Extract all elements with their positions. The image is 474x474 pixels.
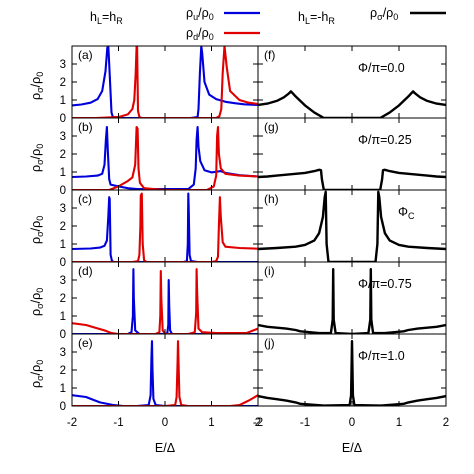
y-axis-label-d: ρσ/ρ0	[29, 288, 45, 316]
panel-annotation-g: Φ/π=0.25	[358, 133, 412, 147]
series-line-d-down	[72, 268, 258, 334]
panel-frame-f	[257, 45, 447, 119]
panel-frame-g	[257, 117, 447, 191]
y-tick-label: 0	[60, 257, 66, 269]
series-line-f-sigma	[258, 90, 446, 118]
series-line-g-sigma	[258, 168, 446, 190]
series-line-a-down	[72, 46, 258, 118]
left-condition-label: hL=hR	[90, 10, 123, 26]
y-tick-label: 1	[60, 311, 66, 323]
y-tick-label: 1	[60, 239, 66, 251]
panel-label-e: (e)	[78, 336, 93, 350]
panel-label-d: (d)	[78, 264, 93, 278]
legend-sigma-label: ρσ/ρ0	[370, 6, 398, 22]
y-tick-label: 3	[60, 203, 66, 215]
panel-g: (g) Φ/π=0.25	[257, 117, 447, 191]
panel-label-h: (h)	[264, 192, 279, 206]
x-tick-label: -1	[300, 417, 310, 429]
y-tick-label: 3	[60, 131, 66, 143]
x-tick-label: -2	[67, 417, 77, 429]
series-line-a-up	[72, 46, 258, 118]
panel-a: 0 1 2 3 (a) ρσ/ρ0	[29, 45, 259, 125]
panel-frame-b	[71, 117, 259, 191]
x-tick-label: -1	[113, 417, 123, 429]
x-tick-label: 1	[208, 417, 214, 429]
figure-header: hL=hR ρu/ρ0 ρd/ρ0 hL=-hR ρσ/ρ0	[90, 6, 446, 42]
y-tick-label: 2	[60, 365, 66, 377]
panel-label-c: (c)	[78, 192, 92, 206]
y-axis-label-a: ρσ/ρ0	[29, 72, 45, 100]
x-tick-label: 0	[162, 417, 168, 429]
panel-frame-c	[71, 189, 259, 263]
panel-frame-d	[71, 261, 259, 335]
panel-label-f: (f)	[264, 48, 275, 62]
panel-j: (j) Φ/π=1.0	[257, 333, 447, 407]
y-tick-label: 1	[60, 383, 66, 395]
y-tick-label: 2	[60, 221, 66, 233]
x-tick-label: -2	[253, 417, 263, 429]
panel-grid: 0 1 2 3 (a) ρσ/ρ0 0 1 2 3 (b) ρσ/ρ0 0 1 2 3 (c) ρσ/ρ0 0 1 2 3…	[29, 45, 447, 413]
series-line-b-down	[72, 125, 258, 190]
panel-annotation-f: Φ/π=0.0	[358, 61, 405, 75]
panel-annotation-h: ΦC	[398, 205, 415, 221]
series-line-i-sigma	[258, 268, 446, 334]
y-axis-label-c: ρσ/ρ0	[29, 216, 45, 244]
series-line-c-down	[72, 192, 258, 262]
y-tick-label: 1	[60, 95, 66, 107]
x-axis-label-right: E/Δ	[342, 441, 362, 455]
panel-h: (h) ΦC	[257, 189, 447, 263]
y-tick-label: 3	[60, 347, 66, 359]
panel-i: (i) Φ/π=0.75	[257, 261, 447, 335]
panel-d: 0 1 2 3 (d) ρσ/ρ0	[29, 261, 259, 341]
panel-frame-i	[257, 261, 447, 335]
y-tick-label: 2	[60, 77, 66, 89]
x-tick-label: 2	[255, 417, 261, 429]
series-line-c-up	[72, 192, 258, 262]
y-tick-label: 3	[60, 275, 66, 287]
panel-frame-e	[71, 333, 259, 407]
x-tick-label: 2	[443, 417, 449, 429]
x-axis-area: -2 -1 0 1 2 E/Δ -2 -1 0 1 2 E/Δ	[67, 417, 449, 455]
x-tick-label: 0	[349, 417, 355, 429]
series-line-b-up	[72, 125, 258, 190]
legend-down-label: ρd/ρ0	[186, 26, 214, 42]
y-tick-label: 2	[60, 149, 66, 161]
series-line-j-sigma	[258, 340, 446, 406]
panel-b: 0 1 2 3 (b) ρσ/ρ0	[29, 117, 259, 197]
y-tick-label: 3	[60, 59, 66, 71]
panel-label-a: (a)	[78, 48, 93, 62]
y-tick-label: 1	[60, 167, 66, 179]
panel-frame-a	[71, 45, 259, 119]
panel-label-j: (j)	[264, 336, 275, 350]
series-line-h-sigma	[258, 190, 446, 262]
panel-frame-h	[257, 189, 447, 263]
y-tick-label: 2	[60, 293, 66, 305]
x-axis-label-left: E/Δ	[155, 441, 175, 455]
series-line-e-up	[72, 340, 258, 406]
y-tick-label: 0	[60, 113, 66, 125]
y-axis-label-e: ρσ/ρ0	[29, 360, 45, 388]
panel-f: (f) Φ/π=0.0	[257, 45, 447, 119]
panel-label-g: (g)	[264, 120, 279, 134]
panel-label-i: (i)	[264, 264, 275, 278]
legend-up-label: ρu/ρ0	[186, 6, 214, 22]
panel-e: 0 1 2 3 (e) ρσ/ρ0	[29, 333, 259, 413]
y-tick-label: 0	[60, 185, 66, 197]
x-tick-label: 1	[396, 417, 402, 429]
y-axis-label-b: ρσ/ρ0	[29, 144, 45, 172]
y-tick-label: 0	[60, 401, 66, 413]
panel-annotation-j: Φ/π=1.0	[358, 349, 405, 363]
series-line-e-down	[72, 340, 258, 406]
panel-c: 0 1 2 3 (c) ρσ/ρ0	[29, 189, 259, 269]
panel-label-b: (b)	[78, 120, 93, 134]
series-line-d-up	[72, 268, 258, 334]
right-condition-label: hL=-hR	[298, 10, 335, 26]
y-tick-label: 0	[60, 329, 66, 341]
panel-annotation-i: Φ/π=0.75	[358, 277, 412, 291]
